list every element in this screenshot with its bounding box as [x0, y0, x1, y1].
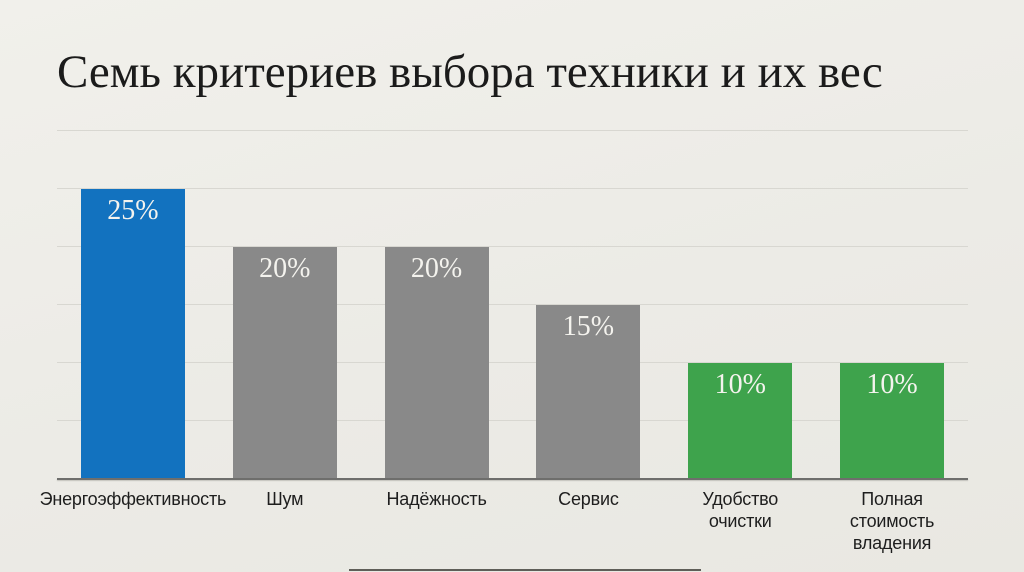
- x-axis-label: Энергоэффективность: [39, 489, 227, 509]
- bar-5: 10%: [688, 363, 793, 479]
- bar-value-label: 10%: [714, 369, 766, 400]
- x-axis-label: Полная стоимость владения: [849, 489, 935, 553]
- bar-2: 20%: [232, 247, 337, 479]
- bar-value-label: 15%: [562, 311, 615, 342]
- bar-6: 10%: [840, 363, 945, 479]
- chart-title: Семь критериев выбора техники и их вес: [57, 46, 883, 98]
- bar-value-label: 20%: [410, 253, 463, 284]
- gridline-15-percent: [57, 304, 968, 305]
- bar-value-label: 25%: [107, 195, 159, 226]
- bar-chart-plot: 25% 20% 20% 15% 10% 10% Энергоэффективность Шу…: [40, 130, 968, 553]
- x-axis-line: [57, 478, 968, 480]
- gridline-20-percent: [57, 246, 968, 247]
- bar-value-label: 10%: [866, 369, 918, 400]
- x-axis-label: Сервис: [558, 489, 619, 509]
- x-axis-label: Надёжность: [386, 489, 487, 509]
- gridline-5-percent: [57, 420, 968, 421]
- x-axis-label: Удобство очистки: [702, 489, 779, 531]
- bar-1: 25%: [80, 189, 185, 479]
- gridline-10-percent: [57, 362, 968, 363]
- bottom-accent-line: [349, 569, 701, 571]
- bar-3: 20%: [384, 247, 489, 479]
- bar-4: 15%: [536, 305, 641, 479]
- x-axis-label: Шум: [266, 489, 304, 509]
- gridline-30-percent: [57, 130, 968, 131]
- gridline-25-percent: [57, 188, 968, 189]
- bar-value-label: 20%: [259, 253, 311, 284]
